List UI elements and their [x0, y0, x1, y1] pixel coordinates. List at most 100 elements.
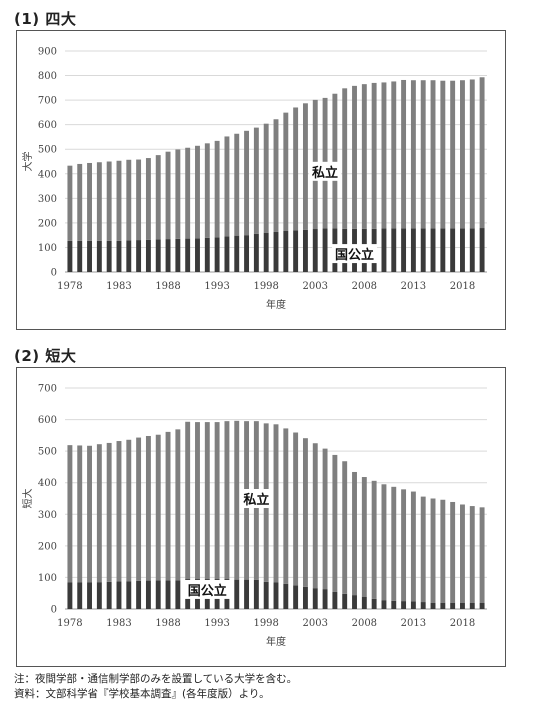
- bar-private: [244, 130, 250, 236]
- y-tick-label: 900: [38, 47, 57, 58]
- bar-private: [195, 422, 200, 580]
- y-tick-label: 800: [38, 71, 57, 82]
- bar-private: [175, 429, 181, 581]
- bar-public: [430, 602, 436, 609]
- bar-private: [283, 428, 289, 584]
- bar-private: [253, 127, 259, 234]
- bar-private: [126, 439, 132, 582]
- bar-public: [450, 228, 456, 272]
- bar-public: [361, 597, 367, 609]
- y-tick-label: 600: [38, 120, 57, 131]
- y-tick-label: 400: [38, 169, 57, 180]
- bar-private: [234, 133, 240, 236]
- bar-public: [469, 603, 475, 609]
- bar-public: [312, 588, 318, 609]
- y-tick-label: 200: [38, 541, 57, 552]
- bar-public: [322, 228, 328, 272]
- bar-private: [401, 489, 407, 602]
- bar-public: [253, 579, 259, 609]
- bar-public: [145, 239, 151, 272]
- bar-private: [450, 80, 456, 229]
- bar-private: [185, 147, 191, 239]
- bar-public: [87, 582, 92, 609]
- annotation-background: [240, 489, 273, 508]
- bar-private: [136, 437, 142, 581]
- x-tick-label: 1983: [106, 281, 131, 292]
- bar-private: [204, 422, 210, 580]
- bar-public: [106, 240, 112, 272]
- section-title-junior-colleges: (2) 短大: [14, 347, 77, 365]
- y-tick-label: 300: [38, 510, 57, 521]
- chart-universities-svg: 0 100 200 300 400 500 600 700 800 900 1978 1983 1988…: [21, 47, 487, 311]
- bar-private: [460, 504, 465, 604]
- bar-public: [185, 238, 191, 272]
- bar-public: [126, 581, 132, 609]
- bar-private: [116, 160, 122, 241]
- bar-public: [460, 603, 465, 609]
- bar-private: [214, 422, 220, 580]
- annotation-background: [309, 161, 342, 181]
- y-tick-label: 100: [38, 573, 57, 584]
- bar-private: [322, 448, 328, 590]
- bar-public: [116, 581, 122, 609]
- bar-private: [332, 454, 338, 592]
- bar-private: [401, 79, 407, 229]
- x-tick-label: 2003: [303, 281, 328, 292]
- bar-private: [293, 107, 299, 231]
- bar-private: [234, 420, 240, 580]
- bar-private: [96, 162, 102, 241]
- section-title-universities: (1) 四大: [14, 10, 77, 28]
- bar-public: [67, 582, 73, 609]
- bar-public: [302, 229, 308, 272]
- bar-public: [96, 582, 102, 609]
- x-tick-label: 1998: [253, 281, 278, 292]
- y-tick-label: 0: [51, 268, 57, 279]
- bar-public: [410, 228, 416, 272]
- bar-private: [224, 136, 230, 237]
- bar-private: [440, 499, 446, 603]
- bar-public: [145, 580, 151, 609]
- bar-private: [67, 165, 73, 241]
- bar-private: [136, 159, 142, 241]
- bar-public: [244, 579, 250, 609]
- bar-public: [165, 239, 171, 272]
- x-tick-label: 2013: [401, 281, 426, 292]
- bar-public: [479, 228, 485, 272]
- bar-private: [361, 477, 367, 598]
- bar-public: [106, 581, 112, 609]
- bar-public: [371, 598, 377, 609]
- bar-private: [371, 480, 377, 599]
- bar-public: [381, 600, 387, 609]
- chart-universities: 0 100 200 300 400 500 600 700 800 900 1978 1983 1988…: [16, 30, 506, 330]
- bar-private: [273, 424, 279, 583]
- bar-private: [469, 79, 475, 229]
- bar-public: [67, 240, 73, 272]
- bar-private: [155, 434, 161, 581]
- bar-private: [302, 103, 308, 230]
- bar-private: [469, 506, 475, 604]
- bar-public: [253, 233, 259, 272]
- bar-public: [440, 602, 446, 609]
- bar-private: [106, 442, 112, 582]
- bar-public: [273, 231, 279, 272]
- footnote-line-1: 注：夜間学部・通信制学部のみを設置している大学を含む。: [14, 673, 298, 685]
- bar-private: [224, 421, 230, 580]
- bar-private: [361, 84, 367, 229]
- y-tick-label: 100: [38, 243, 57, 254]
- annotation-label: 私立: [312, 165, 338, 181]
- footnote-line-2: 資料：文部科学省『学校基本調査』(各年度版）より。: [14, 688, 270, 700]
- bar-public: [77, 582, 83, 609]
- bar-private: [460, 80, 465, 229]
- bar-private: [96, 444, 102, 583]
- chart-junior-colleges: 0 100 200 300 400 500 600 700 1978 1983 1988 1993 19…: [16, 367, 506, 667]
- bar-private: [410, 80, 416, 229]
- y-axis-label: 短大: [21, 489, 34, 509]
- bar-private: [371, 82, 377, 229]
- bar-private: [77, 163, 83, 241]
- bar-public: [302, 586, 308, 609]
- bar-private: [381, 484, 387, 601]
- bar-public: [322, 589, 328, 609]
- bar-private: [195, 145, 200, 239]
- bar-public: [312, 229, 318, 272]
- bar-public: [155, 239, 161, 272]
